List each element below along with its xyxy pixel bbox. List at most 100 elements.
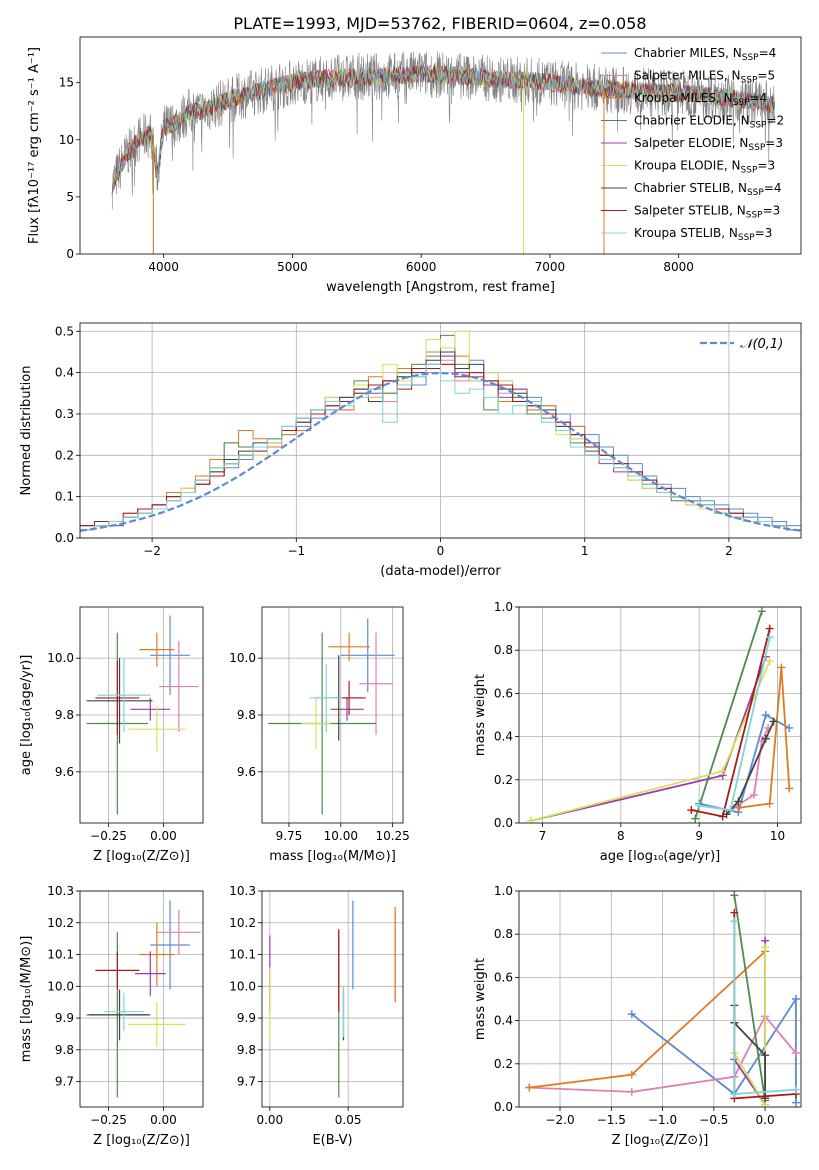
legend-label-suffix: =3 <box>757 159 775 173</box>
errorbar-point <box>88 989 151 1041</box>
histogram-series <box>80 363 801 531</box>
legend-label-text: Kroupa ELODIE, N <box>634 159 741 173</box>
y-tick-label: 9.8 <box>55 1043 74 1057</box>
plus-marker <box>726 806 735 815</box>
panel-weight_vs_age: 7 8 9 10 0.0 0.2 0.4 0.6 0.8 1.0 age [log₁₀(age/yr… <box>473 600 802 864</box>
legend-label: 𝒩(0,1) <box>740 337 783 352</box>
x-tick-label: 9 <box>695 829 703 843</box>
legend-label-subscript: SSP <box>741 76 758 86</box>
y-tick-label: 10 <box>59 133 74 147</box>
y-tick-label: 0.4 <box>494 730 513 744</box>
figure-title: PLATE=1993, MJD=53762, FIBERID=0604, z=0… <box>233 14 646 33</box>
plus-marker <box>730 891 739 900</box>
plus-marker <box>761 943 770 952</box>
y-tick-label: 10.0 <box>47 651 74 665</box>
x-tick-label: −1 <box>287 544 305 558</box>
y-tick-label: 9.6 <box>237 765 256 779</box>
normal-distribution-curve <box>80 371 801 532</box>
axes-frame <box>79 606 204 824</box>
plus-marker <box>730 908 739 917</box>
weight-series <box>695 633 774 815</box>
legend-label-subscript: SSP <box>750 121 767 131</box>
y-tick-label: 0.4 <box>494 1014 513 1028</box>
plus-marker <box>765 624 774 633</box>
x-tick-label: 1 <box>581 544 589 558</box>
weight-series <box>525 947 770 1103</box>
plus-marker <box>785 784 794 793</box>
panel-mass_vs_z: −0.25 0.00 9.7 9.8 9.9 10.0 10.1 10.2 10.3 Z [log… <box>19 884 204 1148</box>
legend-label-text: Kroupa MILES, N <box>634 91 733 105</box>
y-tick-label: 0.4 <box>55 366 74 380</box>
panel-age_vs_mass: 9.75 10.00 10.25 9.6 9.8 10.0 mass [log₁₀(M/M⊙… <box>229 606 410 864</box>
plus-marker <box>750 790 758 799</box>
plus-marker <box>526 816 535 823</box>
legend-label: Salpeter MILES, NSSP=5 <box>634 69 775 86</box>
panel-spectrum: 4000 5000 6000 7000 8000 0 5 10 15 wavelength [An… <box>27 36 802 295</box>
errorbar-point <box>130 697 171 721</box>
plus-marker <box>734 797 743 806</box>
weight-series <box>687 624 774 821</box>
plus-marker <box>777 663 786 672</box>
plus-marker <box>627 1070 636 1079</box>
legend-label-suffix: =3 <box>765 136 783 150</box>
x-tick-label: 9.75 <box>276 829 303 843</box>
y-tick-label: 1.0 <box>494 600 513 614</box>
errorbar-point <box>95 661 140 735</box>
model-spectrum-line <box>111 64 775 195</box>
y-tick-label: 10.1 <box>47 948 74 962</box>
weight-series <box>730 917 800 1099</box>
errorbar-point <box>139 922 175 987</box>
x-tick-label: 2 <box>725 544 733 558</box>
legend-label-text: Salpeter ELODIE, N <box>634 136 748 150</box>
axes-frame <box>79 890 204 1108</box>
x-tick-label: −0.25 <box>90 829 127 843</box>
y-tick-label: 0.5 <box>55 324 74 338</box>
panel-weight_vs_z: −2.0 −1.5 −1.0 −0.5 0.0 0.0 0.2 0.4 0.6 0.8 1.0 Z [… <box>473 884 802 1148</box>
plot-area <box>269 900 396 1098</box>
y-axis-label: mass weight <box>473 674 488 756</box>
x-tick-label: −2 <box>143 544 161 558</box>
x-axis-label: mass [log₁₀(M/M⊙)] <box>269 849 396 864</box>
y-tick-label: 10.0 <box>47 979 74 993</box>
x-tick-label: 10.00 <box>324 829 358 843</box>
plot-area <box>268 618 395 815</box>
weight-line <box>694 611 763 819</box>
x-axis-label: Z [log₁₀(Z/Z⊙)] <box>93 1133 190 1148</box>
y-tick-label: 0.2 <box>494 773 513 787</box>
panel-age_vs_z: −0.25 0.00 9.6 9.8 10.0 Z [log₁₀(Z/Z⊙)] age [l… <box>19 606 204 864</box>
y-tick-label: 0.8 <box>494 927 513 941</box>
y-axis-label: age [log₁₀(age/yr)] <box>19 655 34 776</box>
axes-frame <box>518 890 802 1108</box>
errorbar-point <box>328 632 370 661</box>
x-tick-label: −2.0 <box>545 1113 574 1127</box>
axes-frame <box>261 890 404 1108</box>
plus-marker <box>687 806 696 815</box>
legend-label-suffix: =3 <box>763 204 781 218</box>
y-tick-label: 10.2 <box>229 916 256 930</box>
legend-label-text: Salpeter MILES, N <box>634 69 741 83</box>
x-tick-label: 5000 <box>277 260 308 274</box>
x-tick-label: 0 <box>437 544 445 558</box>
legend-entry: Kroupa STELIB, NSSP=3 <box>601 226 772 243</box>
plus-marker <box>691 814 700 823</box>
y-tick-label: 9.8 <box>55 708 74 722</box>
x-axis-label: wavelength [Angstrom, rest frame] <box>326 280 555 295</box>
legend-label-text: Chabrier STELIB, N <box>634 181 747 195</box>
y-tick-label: 10.3 <box>47 884 74 898</box>
legend-entry: Salpeter MILES, NSSP=5 <box>601 69 775 86</box>
y-tick-label: 5 <box>66 190 74 204</box>
x-tick-label: −0.25 <box>90 1113 127 1127</box>
x-tick-label: 10.25 <box>375 829 409 843</box>
errorbar-point <box>139 632 175 667</box>
legend-label: Kroupa STELIB, NSSP=3 <box>634 226 772 243</box>
plus-marker <box>761 711 770 719</box>
weight-line <box>699 637 771 812</box>
legend-label-text: Salpeter STELIB, N <box>634 204 746 218</box>
legend-label-suffix: =3 <box>755 226 773 240</box>
axes-frame <box>518 606 802 824</box>
legend-label: Chabrier MILES, NSSP=4 <box>634 46 776 63</box>
errorbar-point <box>359 632 393 735</box>
legend-label-subscript: SSP <box>742 53 759 63</box>
plus-marker <box>627 1010 636 1019</box>
x-tick-label: 0.0 <box>756 1113 775 1127</box>
